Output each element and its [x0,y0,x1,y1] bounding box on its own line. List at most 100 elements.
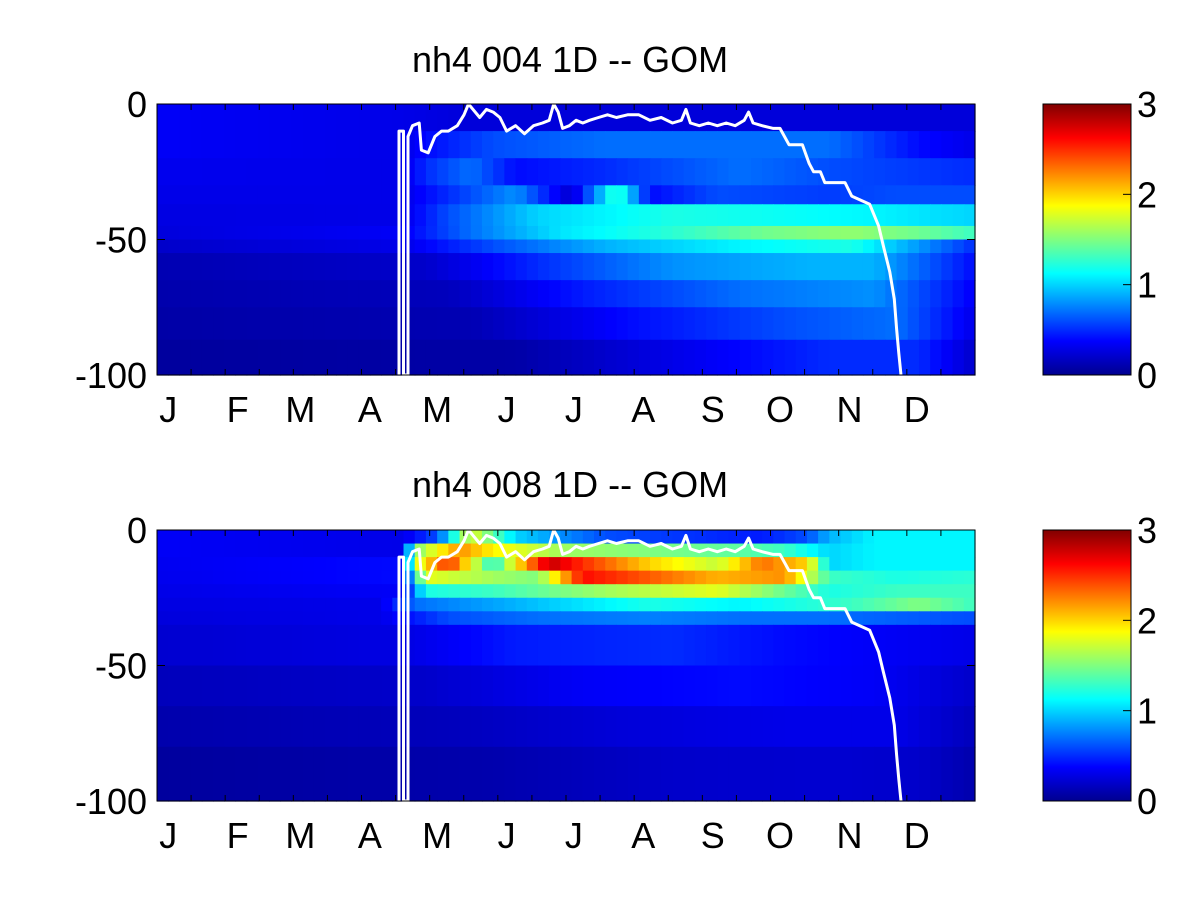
heatmap-cell [840,158,853,186]
heatmap-cell [784,706,797,748]
heatmap-cell [582,624,595,667]
heatmap-cell [448,543,461,558]
heatmap-cell [369,543,382,558]
heatmap-cell [526,339,539,376]
heatmap-cell [862,185,875,205]
heatmap-cell [627,131,640,159]
heatmap-cell [683,158,696,186]
heatmap-cell [616,624,629,667]
heatmap-cell [907,570,920,585]
heatmap-cell [750,104,763,132]
heatmap-cell [257,530,270,545]
heatmap-cell [795,204,808,227]
heatmap-cell [291,339,304,376]
heatmap-cell [190,611,203,626]
heatmap-cell [818,339,830,376]
heatmap-cell [952,557,965,572]
heatmap-cell [571,239,584,254]
heatmap-cell [829,185,842,205]
heatmap-cell [885,204,898,227]
heatmap-cell [549,158,561,186]
heatmap-cell [717,204,730,227]
heatmap-cell [425,225,438,241]
heatmap-cell [425,239,438,254]
heatmap-cell [728,280,741,308]
heatmap-cell [414,204,427,227]
heatmap-cell [179,706,192,748]
heatmap-cell [470,225,483,241]
heatmap-cell [481,253,494,281]
heatmap-cell [448,746,461,802]
heatmap-cell [526,624,539,667]
y-tick-label: 0 [127,84,147,125]
heatmap-cell [224,104,237,132]
heatmap-cell [291,307,304,341]
heatmap-cell [739,597,752,612]
heatmap-cell [224,307,237,341]
heatmap-cell [638,706,651,748]
colorbar-tick-label: 2 [1137,174,1157,215]
heatmap-cell [459,204,472,227]
heatmap-cell [425,557,438,572]
heatmap-cell [952,624,965,667]
heatmap-cell [818,570,830,585]
heatmap-cell [336,225,349,241]
heatmap-cell [795,611,808,626]
heatmap-cell [336,204,349,227]
heatmap-cell [325,253,337,281]
heatmap-cell [425,570,438,585]
colorbar-tick-label: 0 [1137,355,1157,396]
heatmap-cell [526,746,539,802]
heatmap-cell [325,557,337,572]
heatmap-cell [739,665,752,707]
heatmap-cell [549,339,561,376]
heatmap-cell [235,624,248,667]
heatmap-cell [594,158,606,186]
heatmap-cell [795,225,808,241]
heatmap-cell [325,225,337,241]
heatmap-cell [616,185,629,205]
heatmap-cell [493,584,505,599]
heatmap-cell [515,185,528,205]
heatmap-cell [571,131,584,159]
heatmap-cell [627,706,640,748]
heatmap-cell [481,611,494,626]
heatmap-cell [526,239,539,254]
heatmap-cell [235,584,248,599]
heatmap-cell [661,530,674,545]
colorbar-tick-label: 3 [1137,510,1157,551]
heatmap-cell [717,570,730,585]
heatmap-cell [717,557,730,572]
heatmap-cell [896,239,909,254]
heatmap-cell [269,624,281,667]
heatmap-cell [840,339,853,376]
heatmap-cell [605,570,618,585]
heatmap-cell [291,239,304,254]
heatmap-cell [425,597,438,612]
heatmap-cell [762,624,774,667]
heatmap-cell [246,239,259,254]
heatmap-cell [213,597,225,612]
heatmap-cell [739,339,752,376]
heatmap-cell [806,131,819,159]
heatmap-cell [874,584,886,599]
heatmap-cell [168,339,181,376]
heatmap-cell [616,225,629,241]
heatmap-cell [201,746,214,802]
heatmap-cell [381,543,393,558]
heatmap-cell [605,307,618,341]
heatmap-cell [302,253,315,281]
heatmap-cell [762,584,774,599]
heatmap-cell [638,570,651,585]
heatmap-cell [605,339,618,376]
heatmap-cell [739,280,752,308]
heatmap-cell [862,239,875,254]
heatmap-cell [157,665,169,707]
heatmap-cell [168,185,181,205]
heatmap-cell [739,543,752,558]
heatmap-cell [941,557,954,572]
heatmap-cell [347,665,360,707]
heatmap-cell [750,746,763,802]
heatmap-cell [896,543,909,558]
heatmap-cell [672,131,685,159]
